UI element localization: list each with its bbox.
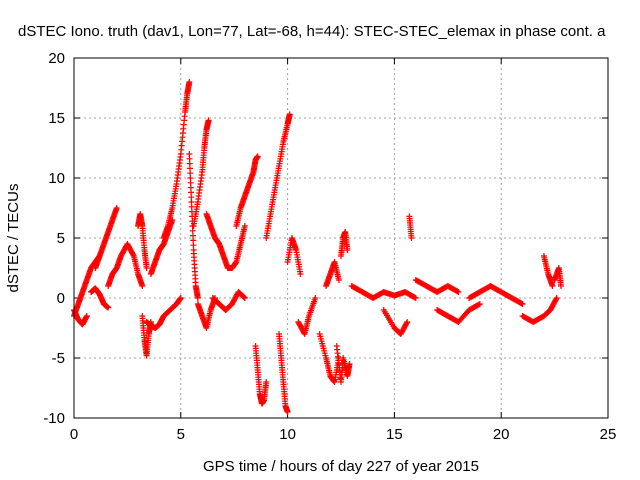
data-point xyxy=(519,301,526,307)
y-axis-label: dSTEC / TECUs xyxy=(5,184,22,293)
data-point xyxy=(297,271,304,277)
y-tick-label: 0 xyxy=(57,290,65,307)
data-point xyxy=(553,296,560,303)
data-point xyxy=(241,223,248,229)
data-point xyxy=(476,301,483,307)
y-tick-label: 10 xyxy=(48,170,65,187)
data-point xyxy=(558,283,565,289)
data-layer xyxy=(71,79,565,415)
y-tick-label: -5 xyxy=(52,350,65,367)
plot-frame xyxy=(73,57,609,419)
data-point xyxy=(186,79,193,85)
y-tick-label: 15 xyxy=(48,110,65,127)
y-tick-label: 5 xyxy=(57,230,65,247)
data-point xyxy=(241,295,248,301)
x-tick-label: 20 xyxy=(493,426,510,443)
data-point xyxy=(553,295,560,301)
data-point xyxy=(412,295,419,301)
data-point xyxy=(139,283,146,289)
data-point xyxy=(455,289,462,295)
data-point xyxy=(130,251,137,258)
data-point xyxy=(286,111,293,118)
x-tick-label: 25 xyxy=(600,426,617,443)
data-point xyxy=(346,361,353,367)
x-axis-label: GPS time / hours of day 227 of year 2015 xyxy=(203,458,479,475)
data-point xyxy=(284,409,291,415)
x-tick-label: 5 xyxy=(177,426,185,443)
data-point xyxy=(205,117,212,124)
chart-title: dSTEC Iono. truth (dav1, Lon=77, Lat=-68… xyxy=(18,23,606,40)
data-point xyxy=(83,313,90,319)
data-point xyxy=(344,247,351,253)
data-point xyxy=(105,304,112,311)
y-tick-label: 20 xyxy=(48,50,65,67)
data-point xyxy=(194,295,201,301)
data-point xyxy=(177,295,184,301)
data-point xyxy=(263,379,270,385)
data-point xyxy=(113,205,120,211)
data-point xyxy=(312,295,319,301)
data-point xyxy=(404,319,411,325)
x-tick-label: 10 xyxy=(279,426,296,443)
y-tick-label: -10 xyxy=(43,410,65,427)
x-tick-label: 0 xyxy=(70,426,78,443)
data-point xyxy=(408,235,415,241)
data-point xyxy=(143,265,150,271)
data-point xyxy=(335,277,342,283)
data-point xyxy=(549,283,556,289)
x-tick-label: 15 xyxy=(386,426,403,443)
data-point xyxy=(254,153,261,160)
data-point xyxy=(403,320,410,327)
